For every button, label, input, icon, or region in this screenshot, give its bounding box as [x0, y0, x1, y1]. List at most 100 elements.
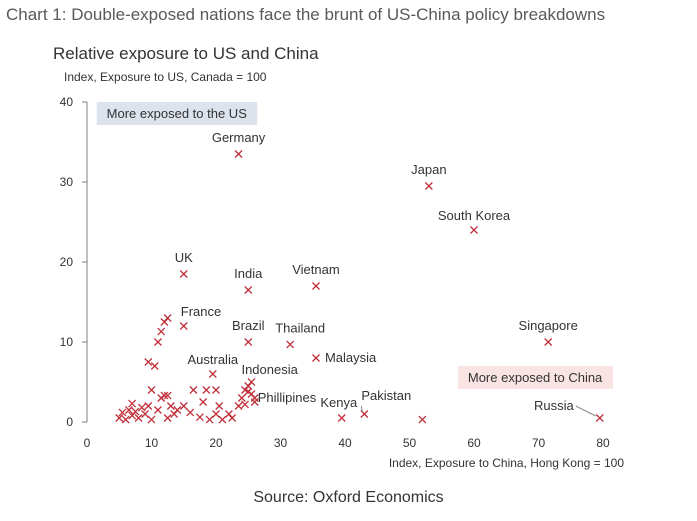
- label-australia: Australia: [187, 352, 238, 367]
- annotation-text: More exposed to the US: [107, 106, 248, 121]
- x-tick-label: 30: [274, 436, 288, 450]
- scatter-point: [124, 406, 133, 414]
- scatter-point: [121, 415, 130, 424]
- scatter-point: [147, 386, 156, 394]
- annotation-box: [457, 366, 614, 389]
- scatter-point: [157, 327, 166, 336]
- scatter-point: [163, 391, 172, 400]
- scatter-point: [244, 387, 253, 396]
- scatter-point: [228, 414, 237, 422]
- scatter-point-south-korea: [470, 226, 478, 234]
- scatter-point: [205, 415, 214, 424]
- x-tick-label: 10: [145, 436, 159, 450]
- label-singapore: Singapore: [519, 318, 578, 333]
- scatter-point: [153, 338, 162, 346]
- scatter-point: [212, 386, 220, 394]
- scatter-point-japan: [424, 182, 433, 190]
- label-india: India: [234, 266, 263, 281]
- chart-title: Relative exposure to US and China: [53, 44, 319, 63]
- scatter-point: [202, 386, 211, 394]
- scatter-point: [144, 358, 153, 366]
- chart-subtitle: Index, Exposure to US, Canada = 100: [64, 70, 267, 84]
- source-note: Source: Oxford Economics: [253, 489, 444, 506]
- scatter-point: [218, 415, 227, 424]
- scatter-point: [115, 414, 124, 422]
- x-tick-label: 80: [596, 436, 610, 450]
- scatter-point: [199, 398, 208, 406]
- label-south-korea: South Korea: [438, 208, 511, 223]
- y-tick-label: 40: [60, 95, 74, 109]
- scatter-point-malaysia: [312, 354, 320, 362]
- scatter-point: [163, 414, 172, 422]
- scatter-point: [131, 407, 140, 416]
- x-tick-label: 50: [403, 436, 417, 450]
- us-exposure-annotation: More exposed to the US: [96, 102, 258, 125]
- scatter-point: [160, 391, 169, 400]
- label-germany: Germany: [212, 130, 266, 145]
- annotation-text: More exposed to China: [468, 370, 603, 385]
- leader-line: [360, 405, 363, 413]
- label-france: France: [181, 304, 221, 319]
- scatter-point: [241, 400, 249, 409]
- scatter-point: [163, 314, 172, 322]
- scatter-point: [212, 410, 220, 418]
- scatter-point: [144, 402, 153, 410]
- y-tick-label: 20: [60, 255, 74, 269]
- scatter-point: [195, 413, 204, 422]
- scatter-point-australia: [208, 370, 217, 378]
- x-tick-label: 40: [338, 436, 352, 450]
- annotation-layer: More exposed to the US More exposed to Ch…: [96, 102, 614, 389]
- x-tick-label: 0: [84, 436, 91, 450]
- scatter-point: [137, 403, 146, 412]
- scatter-point-indonesia: [247, 378, 256, 386]
- label-pakistan: Pakistan: [361, 388, 411, 403]
- scatter-point-russia: [595, 414, 604, 422]
- scatter-point-kenya: [337, 414, 346, 422]
- labels-layer: Germany Japan South Korea UK India Vietnam Fra…: [175, 130, 596, 417]
- label-phillipines: Phillipines: [258, 390, 317, 405]
- scatter-point: [237, 394, 246, 402]
- label-malaysia: Malaysia: [325, 350, 377, 365]
- x-axis-label: Index, Exposure to China, Hong Kong = 10…: [389, 456, 624, 470]
- scatter-point-phillipines: [250, 394, 259, 402]
- label-kenya: Kenya: [320, 395, 358, 410]
- x-tick-label: 70: [532, 436, 546, 450]
- label-indonesia: Indonesia: [241, 362, 298, 377]
- label-japan: Japan: [411, 162, 446, 177]
- scatter-point: [173, 406, 182, 414]
- scatter-point-germany: [234, 150, 243, 158]
- leader-line: [575, 405, 596, 417]
- scatter-point-vietnam: [312, 282, 320, 290]
- annotation-box: [96, 102, 258, 125]
- scatter-point: [189, 386, 198, 394]
- page-header-title: Chart 1: Double-exposed nations face the…: [6, 5, 606, 24]
- scatter-point: [215, 402, 224, 410]
- scatter-point: [186, 408, 195, 417]
- scatter-point-singapore: [544, 338, 553, 346]
- scatter-point: [153, 406, 162, 414]
- scatter-point: [166, 402, 175, 410]
- scatter-point-india: [244, 286, 253, 294]
- label-uk: UK: [175, 250, 193, 265]
- label-vietnam: Vietnam: [292, 262, 339, 277]
- scatter-point-brazil: [244, 338, 253, 346]
- scatter-point-uk: [179, 270, 188, 278]
- scatter-point-france: [179, 322, 188, 330]
- y-tick-label: 10: [60, 335, 74, 349]
- scatter-point: [234, 402, 243, 410]
- scatter-point: [147, 415, 156, 424]
- china-exposure-annotation: More exposed to China: [457, 366, 614, 389]
- scatter-point: [134, 414, 143, 422]
- points-layer: [115, 150, 604, 424]
- scatter-point: [141, 410, 150, 418]
- scatter-point: [118, 408, 127, 417]
- scatter-point: [150, 362, 159, 370]
- y-tick-label: 30: [60, 175, 74, 189]
- y-tick-label: 0: [66, 415, 73, 429]
- label-thailand: Thailand: [275, 320, 325, 335]
- scatter-point: [128, 399, 137, 408]
- x-tick-label: 60: [467, 436, 481, 450]
- scatter-point: [179, 402, 188, 410]
- label-brazil: Brazil: [232, 318, 265, 333]
